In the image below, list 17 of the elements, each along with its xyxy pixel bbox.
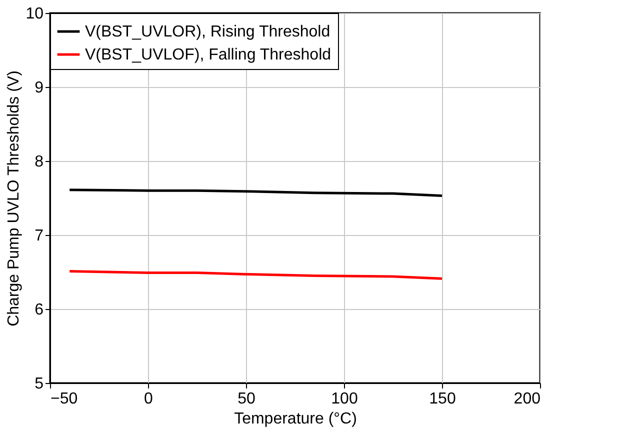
x-tick-label: 200	[514, 390, 541, 408]
legend-label: V(BST_UVLOR), Rising Threshold	[85, 24, 330, 40]
x-tick-label: 0	[144, 390, 154, 408]
y-tick-label: 10	[26, 6, 44, 22]
y-tick-label: 7	[34, 228, 44, 244]
line-series	[68, 270, 444, 280]
y-tick-label: 9	[34, 80, 44, 96]
y-tick-label: 6	[34, 302, 44, 318]
x-tick-label: 50	[238, 390, 256, 408]
legend-label: V(BST_UVLOF), Falling Threshold	[85, 46, 332, 64]
x-tick-label: −50	[50, 390, 78, 408]
x-tick-label: 100	[331, 390, 358, 408]
y-tick-label: 8	[34, 154, 44, 170]
y-axis-title: Charge Pump UVLO Thresholds (V)	[6, 70, 23, 326]
x-tick-label: 150	[429, 390, 456, 408]
x-axis-title: Temperature (°C)	[234, 410, 357, 428]
y-tick-label: 5	[34, 376, 44, 392]
